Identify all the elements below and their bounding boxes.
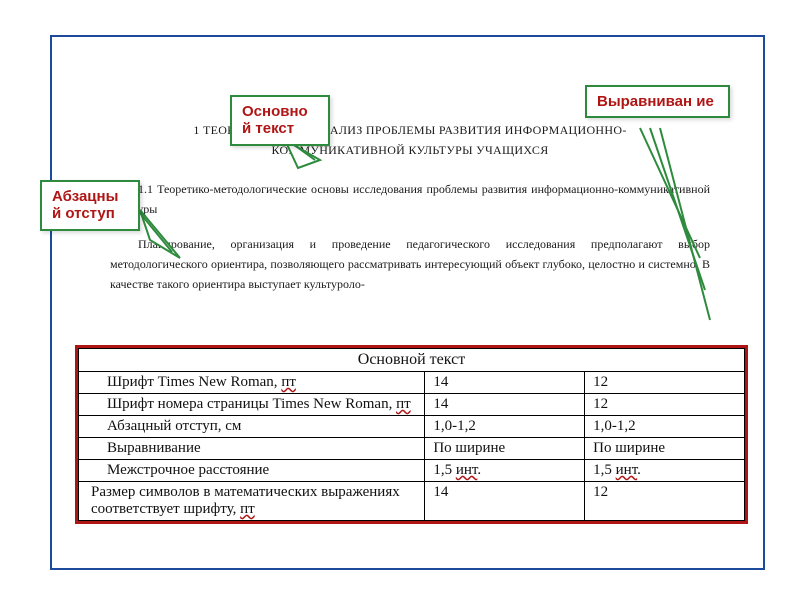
table-cell-label: Межстрочное расстояние xyxy=(79,460,425,482)
table-cell-v2: По ширине xyxy=(585,438,745,460)
table-cell-v2: 12 xyxy=(585,482,745,521)
table-cell-v1: 14 xyxy=(425,394,585,416)
table-cell-v1: 1,5 инт. xyxy=(425,460,585,482)
callout-body-text: Основно й текст xyxy=(230,95,330,146)
doc-paragraph: Планирование, организация и проведение п… xyxy=(110,234,710,295)
table-title: Основной текст xyxy=(79,349,745,372)
table-cell-label: Шрифт номера страницы Times New Roman, п… xyxy=(79,394,425,416)
doc-subheading: 1.1 Теоретико-методологические основы ис… xyxy=(110,179,710,220)
table-cell-label: Выравнивание xyxy=(79,438,425,460)
table-row: Межстрочное расстояние1,5 инт.1,5 инт. xyxy=(79,460,745,482)
document-page: 1 ТЕОРЕТИЧЕСКИЙ АНАЛИЗ ПРОБЛЕМЫ РАЗВИТИЯ… xyxy=(80,80,740,360)
spec-table-wrap: Основной текст Шрифт Times New Roman, пт… xyxy=(75,345,748,524)
table-cell-label: Абзацный отступ, см xyxy=(79,416,425,438)
doc-heading: 1 ТЕОРЕТИЧЕСКИЙ АНАЛИЗ ПРОБЛЕМЫ РАЗВИТИЯ… xyxy=(110,120,710,161)
callout-alignment: Выравниван ие xyxy=(585,85,730,118)
table-cell-v1: 14 xyxy=(425,482,585,521)
table-cell-v1: 1,0-1,2 xyxy=(425,416,585,438)
callout-indent-text: Абзацны й отступ xyxy=(52,188,118,222)
callout-alignment-text: Выравниван ие xyxy=(597,93,714,110)
table-cell-label: Размер символов в математических выражен… xyxy=(79,482,425,521)
table-cell-v1: 14 xyxy=(425,372,585,394)
table-cell-label: Шрифт Times New Roman, пт xyxy=(79,372,425,394)
table-row: ВыравниваниеПо ширинеПо ширине xyxy=(79,438,745,460)
callout-body-text-label: Основно й текст xyxy=(242,103,308,137)
table-row: Размер символов в математических выражен… xyxy=(79,482,745,521)
table-row: Шрифт Times New Roman, пт1412 xyxy=(79,372,745,394)
table-title-row: Основной текст xyxy=(79,349,745,372)
table-cell-v2: 1,5 инт. xyxy=(585,460,745,482)
spec-table: Основной текст Шрифт Times New Roman, пт… xyxy=(78,348,745,521)
callout-indent: Абзацны й отступ xyxy=(40,180,140,231)
table-cell-v2: 12 xyxy=(585,372,745,394)
table-row: Шрифт номера страницы Times New Roman, п… xyxy=(79,394,745,416)
table-cell-v1: По ширине xyxy=(425,438,585,460)
table-row: Абзацный отступ, см1,0-1,21,0-1,2 xyxy=(79,416,745,438)
table-cell-v2: 12 xyxy=(585,394,745,416)
table-cell-v2: 1,0-1,2 xyxy=(585,416,745,438)
